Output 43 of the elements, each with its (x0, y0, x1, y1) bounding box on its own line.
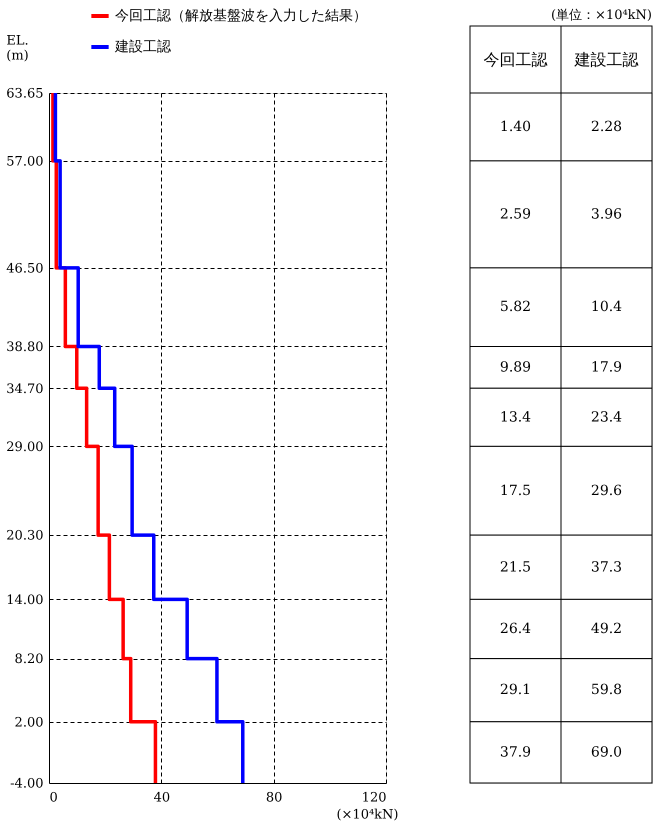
x-tick-label: 120 (362, 790, 386, 806)
y-tick-label: 63.65 (6, 86, 44, 102)
text: 69.0 (590, 744, 622, 760)
text: 21.5 (500, 559, 532, 576)
y-tick-label: 29.00 (6, 440, 44, 455)
y-tick-label: -4.00 (10, 776, 44, 792)
text: 49.2 (590, 620, 622, 637)
y-tick-label: 2.00 (14, 715, 44, 730)
text: 17.9 (590, 359, 622, 376)
text: 5.82 (500, 299, 532, 316)
text: 9.89 (500, 359, 532, 376)
line-series (54, 93, 245, 783)
x-tick-label: 40 (154, 790, 170, 806)
text: (単位：×10⁴kN) (550, 8, 652, 23)
text: 2.59 (500, 206, 532, 222)
y-tick-label: 57.00 (6, 154, 44, 170)
text: 23.4 (590, 409, 622, 426)
y-tick-label: 34.70 (6, 382, 44, 397)
legend-label: 今回工認（解放基盤波を入力した結果） (115, 8, 367, 24)
text: 59.8 (590, 682, 622, 698)
text: 29.1 (500, 682, 532, 698)
text: 1.40 (500, 118, 532, 135)
text: 10.4 (590, 299, 622, 316)
y-tick-label: 46.50 (6, 261, 44, 276)
y-axis-title: EL. (m) (6, 34, 29, 64)
y-tick-label: 20.30 (6, 528, 44, 544)
text: 3.96 (590, 206, 622, 222)
text: 2.28 (590, 118, 622, 135)
legend-label: 建設工認 (114, 39, 171, 55)
y-tick-label: 14.00 (6, 592, 44, 608)
text: 建設工認 (574, 50, 638, 69)
text: 26.4 (500, 620, 532, 637)
y-tick-label: 8.20 (14, 652, 44, 668)
x-tick-label: 0 (50, 790, 58, 806)
text: 13.4 (500, 409, 532, 426)
y-tick-label: 38.80 (6, 340, 44, 355)
text: 今回工認 (484, 50, 548, 69)
text: 37.9 (500, 744, 532, 760)
text: 37.3 (590, 559, 622, 576)
text: 17.5 (500, 482, 532, 499)
text: 29.6 (590, 482, 622, 499)
x-tick-label: 80 (266, 790, 282, 806)
x-axis-title: (×10⁴kN) (336, 808, 398, 822)
